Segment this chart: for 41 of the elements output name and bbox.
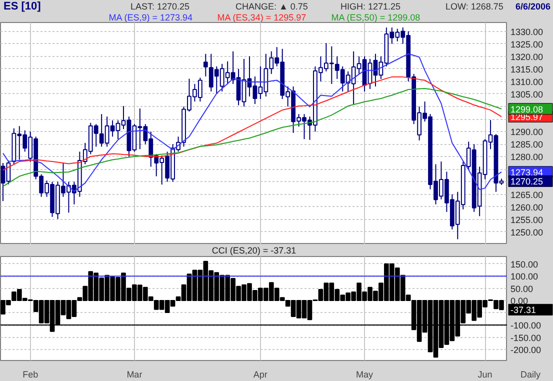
- text: -37.31: [510, 305, 536, 316]
- y-tick-label: 100.00: [510, 272, 538, 282]
- text: LOW: 1268.75: [446, 2, 504, 12]
- y-tick-label: 1330.00: [510, 26, 544, 37]
- chart-title: CCI (ES,20) = -37.31: [212, 246, 296, 256]
- y-tick-label: 1290.00: [510, 127, 544, 138]
- text: MA (ES,9) = 1273.94: [108, 12, 193, 22]
- y-tick-label: 1310.00: [510, 76, 544, 87]
- y-tick-label: 1285.00: [510, 140, 544, 150]
- chart-title: ES [10]: [4, 0, 42, 12]
- text: HIGH: 1271.25: [340, 2, 401, 12]
- x-tick-label: May: [356, 370, 374, 380]
- x-tick-label: Feb: [22, 370, 38, 380]
- y-tick-label: 1260.00: [510, 202, 544, 212]
- y-tick-label: 1250.00: [510, 227, 544, 238]
- y-tick-label: 1255.00: [510, 214, 544, 225]
- text: CHANGE: ▲ 0.75: [236, 2, 308, 12]
- text: MA (ES,50) = 1299.08: [331, 12, 420, 22]
- y-tick-label: -100.00: [510, 320, 542, 331]
- y-tick-label: 1320.00: [510, 52, 544, 62]
- x-tick-label: Apr: [253, 370, 268, 380]
- data-label: 1299.08: [510, 104, 544, 114]
- y-tick-label: 1280.00: [510, 152, 544, 162]
- data-label: 1273.94: [510, 167, 544, 178]
- data-label: 1295.97: [510, 112, 544, 122]
- y-tick-label: 50.00: [510, 284, 534, 294]
- x-tick-label: Jun: [478, 370, 492, 380]
- text: MA (ES,34) = 1295.97: [217, 12, 306, 22]
- x-tick-label: Mar: [126, 370, 142, 380]
- y-tick-label: 1315.00: [510, 64, 544, 74]
- y-tick-label: 150.00: [510, 259, 538, 270]
- y-tick-label: 1305.00: [510, 89, 544, 100]
- text: 1270.25: [510, 176, 544, 187]
- y-tick-label: -200.00: [510, 344, 542, 355]
- text: Daily: [520, 370, 541, 380]
- y-tick-label: 1325.00: [510, 39, 544, 50]
- text: 6/6/2006: [515, 2, 551, 12]
- y-tick-label: 0.00: [510, 296, 528, 306]
- y-tick-label: -150.00: [510, 332, 542, 343]
- text: LAST: 1270.25: [130, 2, 190, 12]
- y-tick-label: 1265.00: [510, 190, 544, 200]
